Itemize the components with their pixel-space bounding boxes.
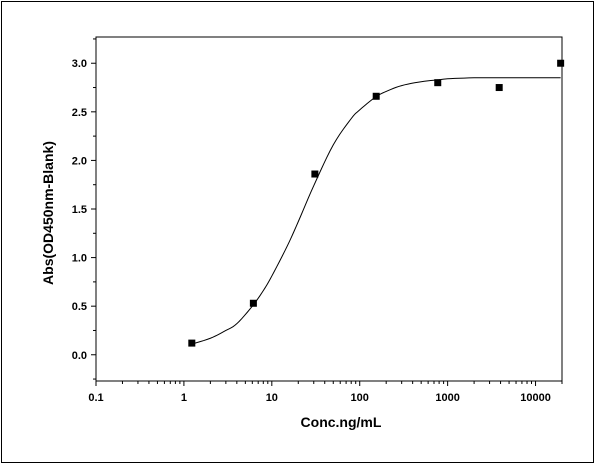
data-point — [372, 92, 380, 100]
y-tick-label: 2.5 — [72, 107, 87, 119]
data-point — [434, 79, 442, 87]
y-tick-label: 0.5 — [72, 301, 87, 313]
y-tick-label: 3.0 — [72, 58, 87, 70]
data-point — [188, 339, 196, 347]
x-tick-label: 1 — [181, 392, 187, 404]
data-point — [249, 299, 257, 307]
y-tick-label: 2.0 — [72, 155, 87, 167]
fit-curve-line — [191, 77, 561, 345]
axes: 0.1 1 10 100 1000 10000 0.0 0.5 1.0 1.5 2.0 2.5 3.0 — [72, 36, 563, 404]
x-tick-label: 1000 — [435, 392, 459, 404]
data-point — [557, 59, 565, 67]
x-tick-label: 0.1 — [88, 392, 103, 404]
x-tick-label: 10 — [266, 392, 278, 404]
y-tick-label: 0.0 — [72, 350, 87, 362]
x-tick-label: 100 — [351, 392, 369, 404]
data-points-layer — [188, 59, 565, 347]
data-point — [495, 84, 503, 92]
y-tick-label: 1.0 — [72, 253, 87, 265]
y-axis-title: Abs(OD450nm-Blank) — [40, 141, 56, 285]
plot-frame — [95, 36, 563, 382]
data-point — [311, 170, 319, 178]
y-tick-label: 1.5 — [72, 204, 87, 216]
fit-curve-layer — [191, 77, 561, 345]
x-axis-title: Conc.ng/mL — [301, 414, 382, 430]
x-tick-label: 10000 — [520, 392, 551, 404]
